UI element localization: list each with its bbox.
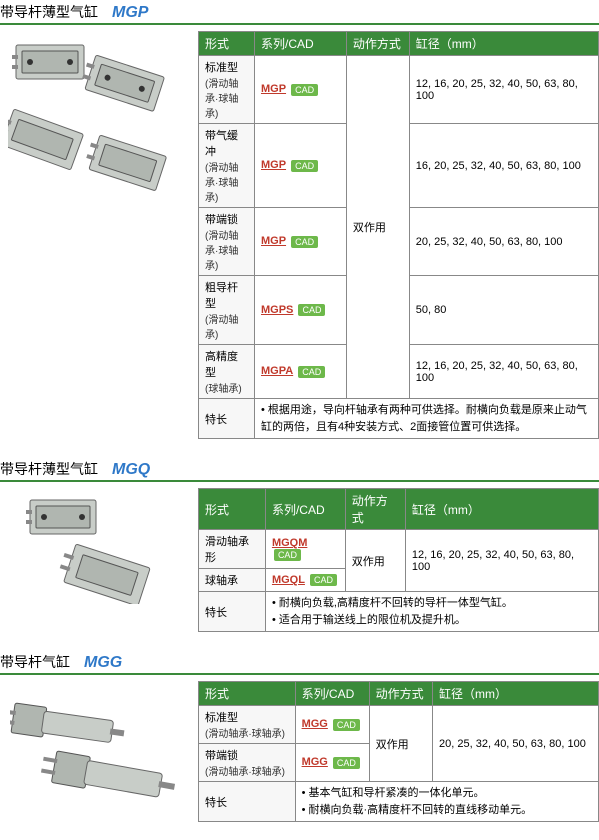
section-title: 带导杆薄型气缸 MGP [0,0,599,25]
form-label: 高精度型 [205,351,238,379]
feature-list: 耐横向负载,高精度杆不回转的导杆一体型气缸。 适合用于输送线上的限位机及提升机。 [272,595,592,628]
form-sub: (滑动轴承) [205,315,238,341]
feature-item: 耐横向负载·高精度杆不回转的直线移动单元。 [302,802,592,819]
title-code: MGP [112,4,148,22]
th-form: 形式 [199,489,266,530]
feature-row: 特长 根据用途，导向杆轴承有两种可供选择。耐横向负载是原来止动气缸的两倍，且有4… [199,399,599,439]
series-link[interactable]: MGP [261,83,286,95]
form-sub: (滑动轴承·球轴承) [205,79,238,120]
feature-row: 特长 耐横向负载,高精度杆不回转的导杆一体型气缸。 适合用于输送线上的限位机及提… [199,592,599,632]
spec-table-mgg: 形式 系列/CAD 动作方式 缸径（mm） 标准型(滑动轴承·球轴承) MGG … [198,681,599,822]
product-image-mgg [0,681,190,822]
th-action: 动作方式 [346,32,409,56]
feature-label: 特长 [199,399,255,439]
feature-item: 耐横向负载,高精度杆不回转的导杆一体型气缸。 [272,595,592,612]
series-link[interactable]: MGG [302,756,328,768]
cad-badge[interactable]: CAD [291,160,318,172]
cylinder-illustration [10,687,180,807]
series-link[interactable]: MGP [261,159,286,171]
section-title: 带导杆薄型气缸 MGQ [0,457,599,482]
bore-cell: 12, 16, 20, 25, 32, 40, 50, 63, 80, 100 [409,345,598,399]
section-mgq: 带导杆薄型气缸 MGQ 形式 [0,457,599,632]
cad-badge[interactable]: CAD [291,236,318,248]
series-link[interactable]: MGP [261,235,286,247]
cad-badge[interactable]: CAD [310,574,337,586]
cad-badge[interactable]: CAD [333,757,360,769]
form-label: 球轴承 [199,569,266,592]
feature-label: 特长 [199,592,266,632]
feature-list: 基本气缸和导杆紧凑的一体化单元。 耐横向负载·高精度杆不回转的直线移动单元。 [302,785,592,818]
th-bore: 缸径（mm） [409,32,598,56]
title-cn: 带导杆薄型气缸 [0,459,98,479]
form-sub: (滑动轴承·球轴承) [205,767,285,778]
spec-table-mgq: 形式 系列/CAD 动作方式 缸径（mm） 滑动轴承形 MGQM CAD 双作用… [198,488,599,632]
spec-table-mgp: 形式 系列/CAD 动作方式 缸径（mm） 标准型(滑动轴承·球轴承) MGP … [198,31,599,439]
cad-badge[interactable]: CAD [333,719,360,731]
th-action: 动作方式 [345,489,405,530]
series-link[interactable]: MGQM [272,537,307,549]
action-cell: 双作用 [369,706,432,782]
th-series: 系列/CAD [254,32,346,56]
cad-badge[interactable]: CAD [274,549,301,561]
form-sub: (滑动轴承·球轴承) [205,231,238,272]
bore-cell: 16, 20, 25, 32, 40, 50, 63, 80, 100 [409,124,598,208]
feature-row: 特长 基本气缸和导杆紧凑的一体化单元。 耐横向负载·高精度杆不回转的直线移动单元… [199,782,599,822]
th-series: 系列/CAD [265,489,345,530]
cad-badge[interactable]: CAD [298,304,325,316]
form-sub: (滑动轴承·球轴承) [205,163,238,204]
bore-cell: 12, 16, 20, 25, 32, 40, 50, 63, 80, 100 [409,56,598,124]
action-cell: 双作用 [345,530,405,592]
table-row: 标准型(滑动轴承·球轴承) MGG CAD 双作用 20, 25, 32, 40… [199,706,599,744]
cylinder-illustration [8,37,183,202]
bore-cell: 12, 16, 20, 25, 32, 40, 50, 63, 80, 100 [405,530,598,592]
cad-badge[interactable]: CAD [298,366,325,378]
form-label: 标准型 [205,712,238,724]
title-cn: 带导杆薄型气缸 [0,2,98,22]
series-link[interactable]: MGPA [261,365,293,377]
title-code: MGG [84,654,122,672]
feature-item: 根据用途，导向杆轴承有两种可供选择。耐横向负载是原来止动气缸的两倍，且有4种安装… [261,402,592,435]
form-label: 带端锁 [205,750,238,762]
cylinder-illustration [20,494,170,604]
product-image-mgq [0,488,190,632]
th-bore: 缸径（mm） [405,489,598,530]
form-label: 带气缓冲 [205,130,238,158]
series-link[interactable]: MGG [302,718,328,730]
form-label: 标准型 [205,62,238,74]
form-label: 滑动轴承形 [199,530,266,569]
bore-cell: 50, 80 [409,276,598,345]
form-sub: (滑动轴承·球轴承) [205,729,285,740]
th-form: 形式 [199,32,255,56]
th-series: 系列/CAD [295,682,369,706]
bore-cell: 20, 25, 32, 40, 50, 63, 80, 100 [433,706,599,782]
form-label: 粗导杆型 [205,282,238,310]
th-bore: 缸径（mm） [433,682,599,706]
form-sub: (球轴承) [205,384,242,395]
section-title: 带导杆气缸 MGG [0,650,599,675]
section-mgg: 带导杆气缸 MGG [0,650,599,822]
series-link[interactable]: MGPS [261,304,293,316]
feature-item: 基本气缸和导杆紧凑的一体化单元。 [302,785,592,802]
product-image-mgp [0,31,190,439]
cad-badge[interactable]: CAD [291,84,318,96]
series-link[interactable]: MGQL [272,574,305,586]
feature-list: 根据用途，导向杆轴承有两种可供选择。耐横向负载是原来止动气缸的两倍，且有4种安装… [261,402,592,435]
table-row: 滑动轴承形 MGQM CAD 双作用 12, 16, 20, 25, 32, 4… [199,530,599,569]
action-cell: 双作用 [346,56,409,399]
section-mgp: 带导杆薄型气缸 MGP [0,0,599,439]
feature-item: 适合用于输送线上的限位机及提升机。 [272,612,592,629]
th-form: 形式 [199,682,296,706]
title-cn: 带导杆气缸 [0,652,70,672]
feature-label: 特长 [199,782,296,822]
th-action: 动作方式 [369,682,432,706]
bore-cell: 20, 25, 32, 40, 50, 63, 80, 100 [409,208,598,276]
form-label: 带端锁 [205,214,238,226]
title-code: MGQ [112,461,150,479]
table-row: 标准型(滑动轴承·球轴承) MGP CAD 双作用 12, 16, 20, 25… [199,56,599,124]
